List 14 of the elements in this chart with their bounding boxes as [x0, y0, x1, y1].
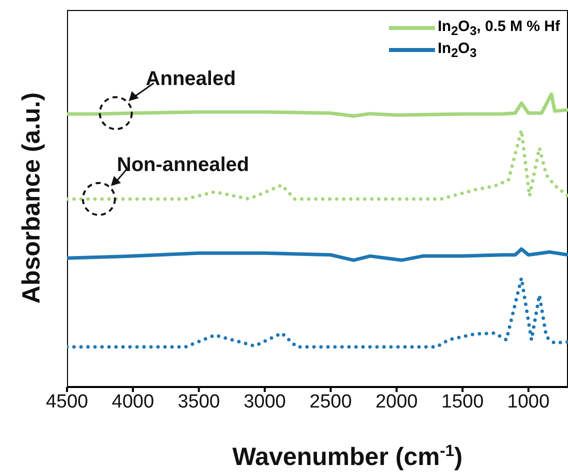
x-tick-label: 1500 — [441, 391, 484, 412]
x-tick-label: 4000 — [112, 391, 154, 412]
x-tick-label: 2000 — [375, 391, 418, 412]
x-tick-label: 2500 — [310, 391, 352, 412]
x-tick-label: 3500 — [178, 391, 220, 412]
x-tick-label: 1000 — [507, 391, 550, 412]
x-tick-label: 4500 — [46, 391, 88, 412]
annotation: Annealed — [146, 68, 236, 90]
y-axis-title: Absorbance (a.u.) — [18, 92, 46, 304]
x-axis-title: Wavenumber (cm$^{-1}$) — [232, 442, 463, 471]
x-tick-label: 3000 — [244, 391, 286, 412]
annotation: Non-annealed — [116, 154, 250, 176]
legend-label: In$_{2}$O$_{3}$ — [438, 40, 477, 60]
legend-label: In$_{2}$O$_{3}$, 0.5 M % Hf — [438, 18, 560, 38]
